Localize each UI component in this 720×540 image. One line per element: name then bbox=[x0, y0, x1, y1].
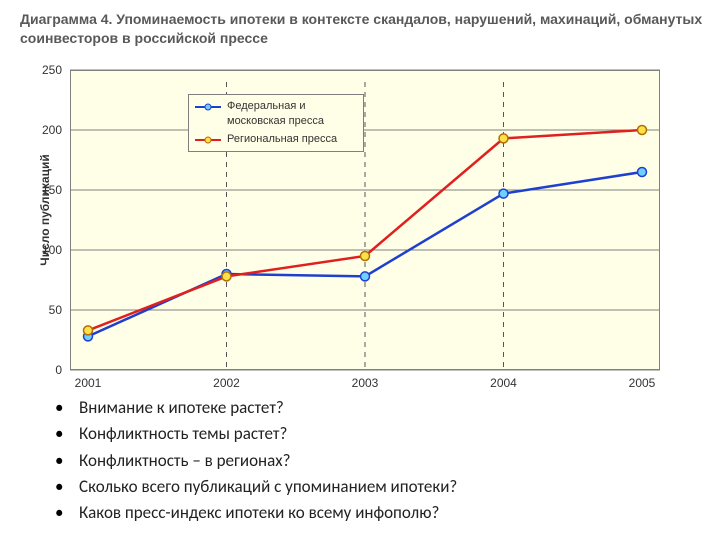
y-tick-label: 250 bbox=[22, 63, 62, 77]
legend-swatch bbox=[195, 134, 221, 146]
x-tick-label: 2004 bbox=[490, 376, 517, 390]
list-item: Сколько всего публикаций с упоминанием и… bbox=[55, 474, 700, 500]
y-ticks: 050100150200250 bbox=[22, 70, 62, 370]
list-item: Каков пресс-индекс ипотеки ко всему инфо… bbox=[55, 500, 700, 526]
legend-item: Региональная пресса bbox=[195, 132, 357, 147]
y-tick-label: 50 bbox=[22, 303, 62, 317]
legend-label: Федеральная и московская пресса bbox=[227, 99, 357, 130]
y-tick-label: 200 bbox=[22, 123, 62, 137]
legend: Федеральная и московская пресса Региональ… bbox=[188, 94, 364, 152]
question-list: Внимание к ипотеке растет?Конфликтность … bbox=[55, 395, 700, 527]
chart-area: 050100150200250 20012002200320042005 Фед… bbox=[70, 70, 660, 370]
y-tick-label: 0 bbox=[22, 363, 62, 377]
list-item: Внимание к ипотеке растет? bbox=[55, 395, 700, 421]
x-tick-label: 2005 bbox=[629, 376, 656, 390]
x-tick-label: 2001 bbox=[75, 376, 102, 390]
list-item: Конфликтность – в регионах? bbox=[55, 448, 700, 474]
chart-svg bbox=[70, 70, 660, 370]
y-tick-label: 150 bbox=[22, 183, 62, 197]
legend-item: Федеральная и московская пресса bbox=[195, 99, 357, 130]
chart-title: Диаграмма 4. Упоминаемость ипотеки в кон… bbox=[20, 10, 705, 48]
y-tick-label: 100 bbox=[22, 243, 62, 257]
list-item: Конфликтность темы растет? bbox=[55, 421, 700, 447]
x-tick-label: 2003 bbox=[352, 376, 379, 390]
legend-label: Региональная пресса bbox=[227, 132, 337, 147]
x-tick-label: 2002 bbox=[213, 376, 240, 390]
legend-swatch bbox=[195, 101, 221, 113]
